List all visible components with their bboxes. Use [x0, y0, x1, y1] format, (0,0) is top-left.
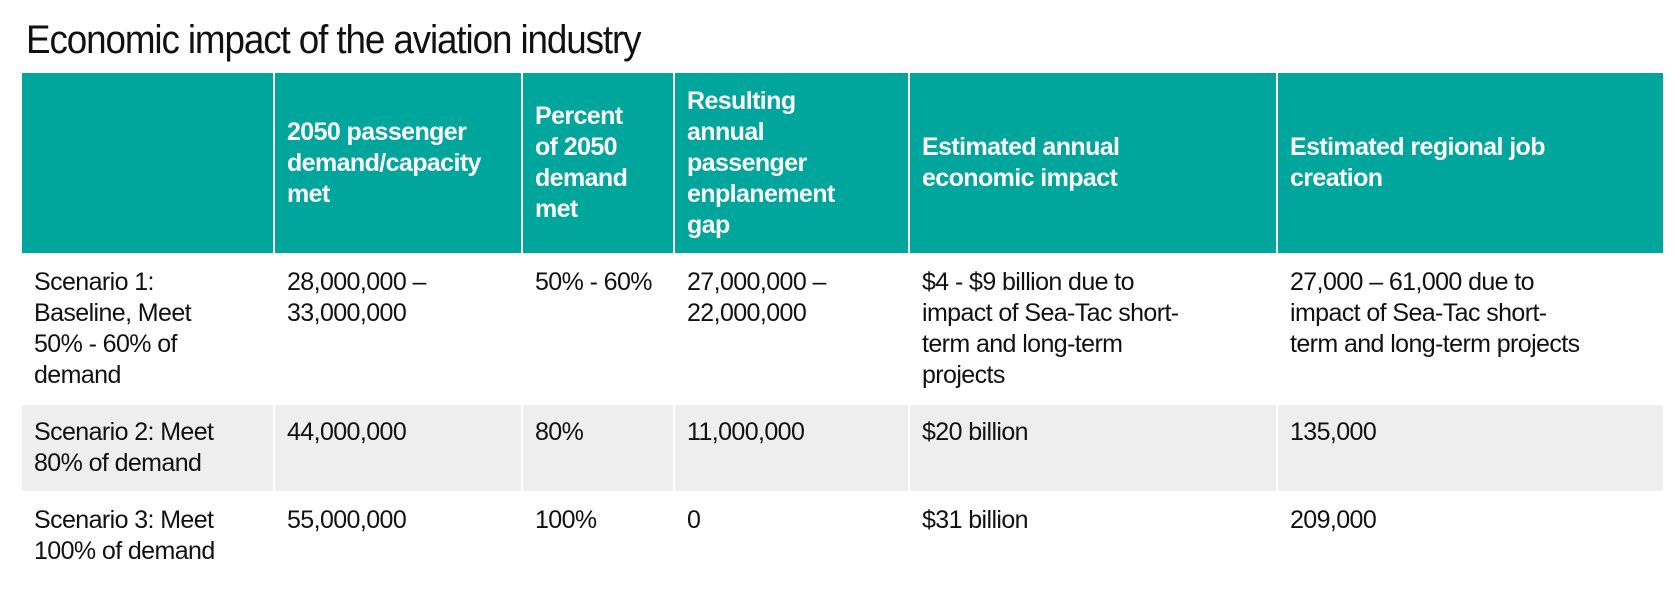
table-row: Scenario 3: Meet 100% of demand 55,000,0…	[20, 491, 1665, 570]
cell-scenario: Scenario 3: Meet 100% of demand	[20, 491, 275, 570]
cell-percent-met: 80%	[521, 403, 675, 493]
header-enplanement-gap: Resulting annual passenger enplanement g…	[673, 73, 910, 255]
header-job-creation: Estimated regional job creation	[1276, 73, 1665, 255]
header-economic-impact: Estimated annual economic impact	[908, 73, 1278, 255]
cell-job-creation: 135,000	[1276, 403, 1665, 493]
cell-scenario: Scenario 1: Baseline, Meet 50% - 60% of …	[20, 253, 275, 405]
cell-demand-met: 44,000,000	[273, 403, 523, 493]
cell-enplanement-gap: 11,000,000	[673, 403, 910, 493]
cell-percent-met: 100%	[521, 491, 675, 570]
header-demand-met: 2050 passenger demand/capacity met	[273, 73, 523, 255]
cell-demand-met: 55,000,000	[273, 491, 523, 570]
cell-economic-impact: $31 billion	[908, 491, 1278, 570]
cell-scenario: Scenario 2: Meet 80% of demand	[20, 403, 275, 493]
economic-impact-table: 2050 passenger demand/capacity met Perce…	[20, 73, 1665, 570]
header-percent-met: Percent of 2050 demand met	[521, 73, 675, 255]
table-row: Scenario 1: Baseline, Meet 50% - 60% of …	[20, 253, 1665, 405]
cell-economic-impact: $20 billion	[908, 403, 1278, 493]
cell-enplanement-gap: 27,000,000 – 22,000,000	[673, 253, 910, 405]
page-title: Economic impact of the aviation industry	[26, 18, 642, 62]
cell-job-creation: 209,000	[1276, 491, 1665, 570]
cell-percent-met: 50% - 60%	[521, 253, 675, 405]
cell-enplanement-gap: 0	[673, 491, 910, 570]
table-header-row: 2050 passenger demand/capacity met Perce…	[20, 73, 1665, 255]
header-scenario	[20, 73, 275, 255]
cell-economic-impact: $4 - $9 billion due to impact of Sea-Tac…	[908, 253, 1278, 405]
table-row: Scenario 2: Meet 80% of demand 44,000,00…	[20, 403, 1665, 493]
cell-demand-met: 28,000,000 – 33,000,000	[273, 253, 523, 405]
cell-job-creation: 27,000 – 61,000 due to impact of Sea-Tac…	[1276, 253, 1665, 405]
